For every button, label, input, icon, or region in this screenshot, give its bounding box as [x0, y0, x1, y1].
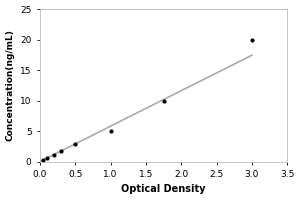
X-axis label: Optical Density: Optical Density — [122, 184, 206, 194]
Y-axis label: Concentration(ng/mL): Concentration(ng/mL) — [6, 29, 15, 141]
